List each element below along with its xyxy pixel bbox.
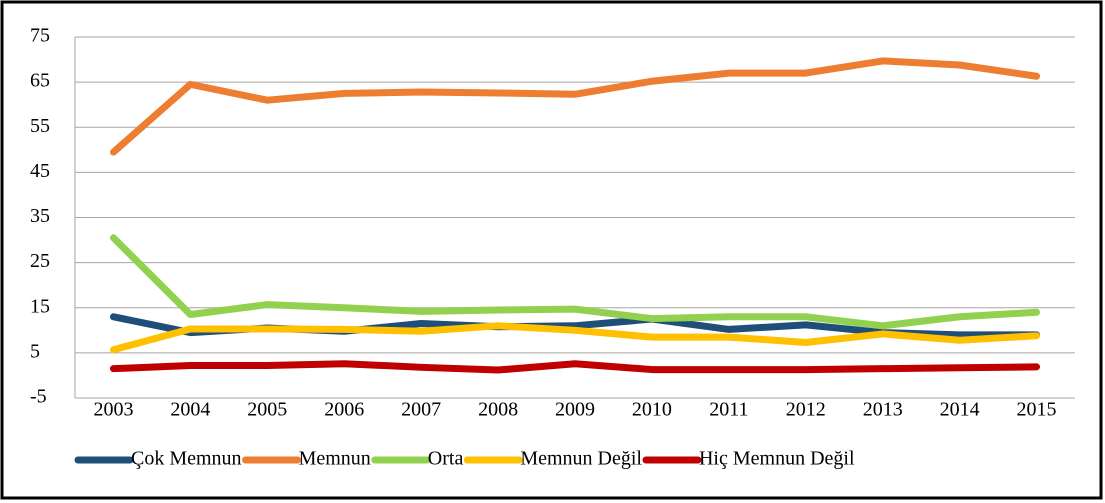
- y-tick-label: 15: [30, 295, 50, 317]
- data-line: [109, 322, 1041, 354]
- x-tick-label: 2010: [632, 399, 672, 421]
- x-tick-label: 2012: [786, 399, 826, 421]
- y-tick-label: -5: [30, 386, 47, 408]
- x-tick-label: 2013: [863, 399, 903, 421]
- y-tick-label: 65: [30, 70, 50, 92]
- x-tick-label: 2014: [940, 399, 980, 421]
- x-tick-label: 2003: [93, 399, 133, 421]
- y-tick-label: 45: [30, 160, 50, 182]
- x-tick-label: 2008: [478, 399, 518, 421]
- y-tick-label: 75: [30, 25, 50, 47]
- x-tick-label: 2011: [709, 399, 748, 421]
- y-tick-label: 55: [30, 115, 50, 137]
- y-tick-label: 25: [30, 250, 50, 272]
- x-tick-label: 2006: [324, 399, 364, 421]
- y-tick-label: 5: [30, 340, 40, 362]
- legend-label: Orta: [428, 448, 464, 470]
- x-tick-label: 2007: [401, 399, 441, 421]
- data-line: [109, 234, 1041, 330]
- legend-label: Memnun: [299, 448, 371, 470]
- y-tick-label: 35: [30, 205, 50, 227]
- x-tick-label: 2015: [1017, 399, 1057, 421]
- legend-label: Çok Memnun: [131, 448, 242, 470]
- legend-label: Memnun Değil: [520, 448, 642, 470]
- data-line: [109, 57, 1041, 156]
- legend-label: Hiç Memnun Değil: [699, 448, 855, 470]
- x-tick-label: 2005: [247, 399, 287, 421]
- x-tick-label: 2004: [170, 399, 210, 421]
- data-line: [109, 360, 1041, 374]
- x-tick-label: 2009: [555, 399, 595, 421]
